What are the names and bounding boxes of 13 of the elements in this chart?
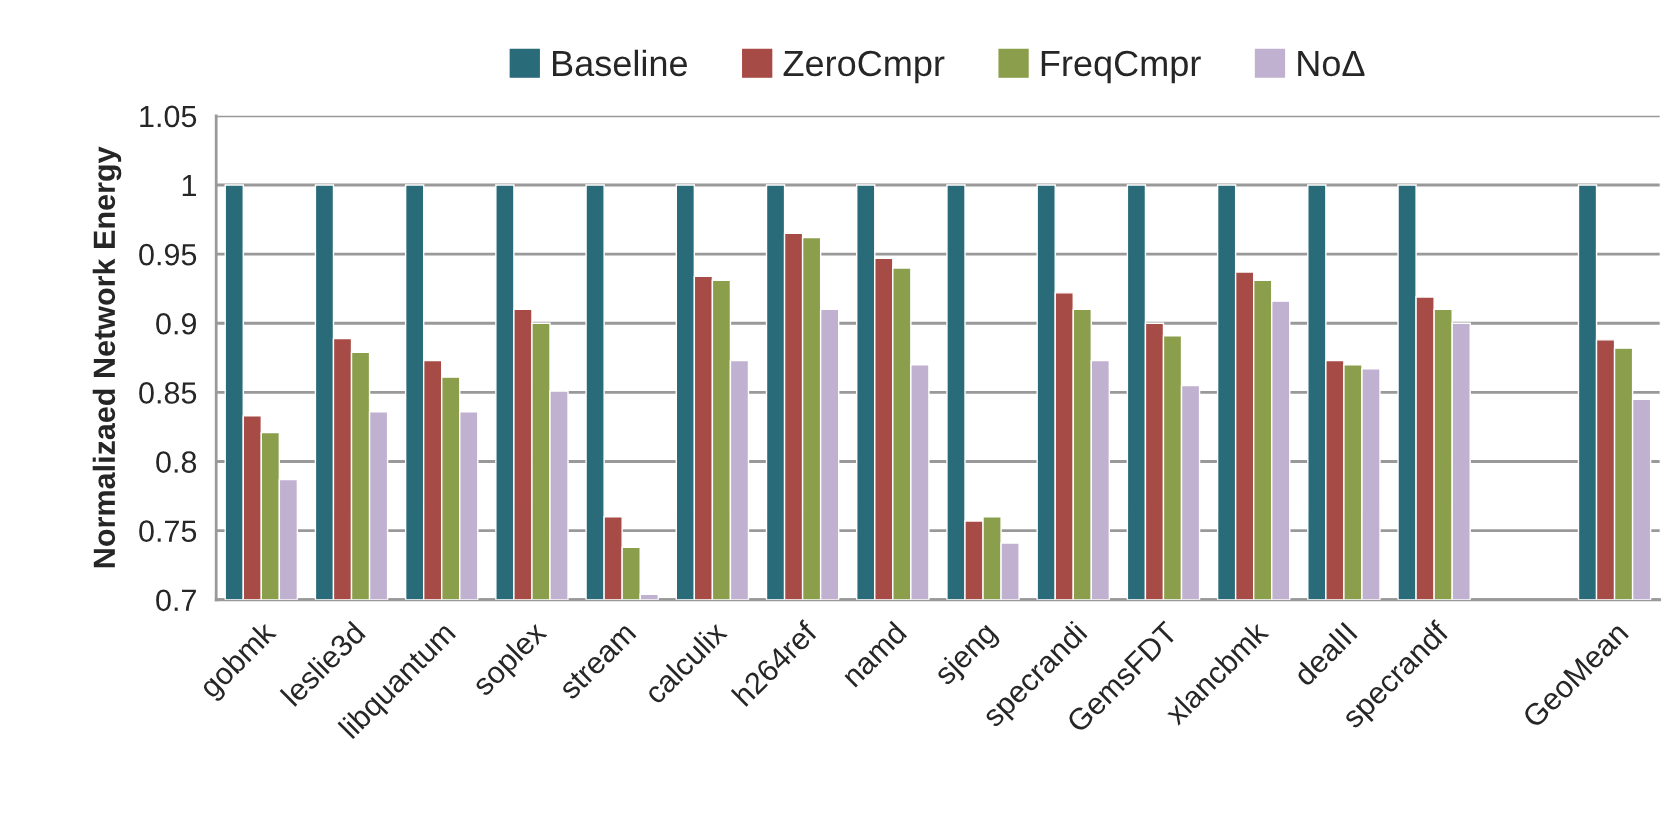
y-tick-label: 0.9 <box>156 312 196 335</box>
y-tick-label: 1.05 <box>140 105 197 128</box>
y-tick-label: 0.8 <box>156 451 197 473</box>
y-tick-label: 0.75 <box>139 520 197 543</box>
legend-label: NoΔ <box>1298 51 1365 77</box>
y-tick-label: 0.85 <box>139 382 197 404</box>
y-tick-label: 0.7 <box>156 589 196 612</box>
legend-label: Baseline <box>553 49 687 77</box>
y-axis-title: Normalizaed Network Energy <box>92 146 122 568</box>
y-tick-label: 0.95 <box>139 243 197 266</box>
y-tick-label: 1 <box>182 175 196 197</box>
legend-label: ZeroCmpr <box>783 50 945 84</box>
legend-label: FreqCmpr <box>1041 50 1201 84</box>
